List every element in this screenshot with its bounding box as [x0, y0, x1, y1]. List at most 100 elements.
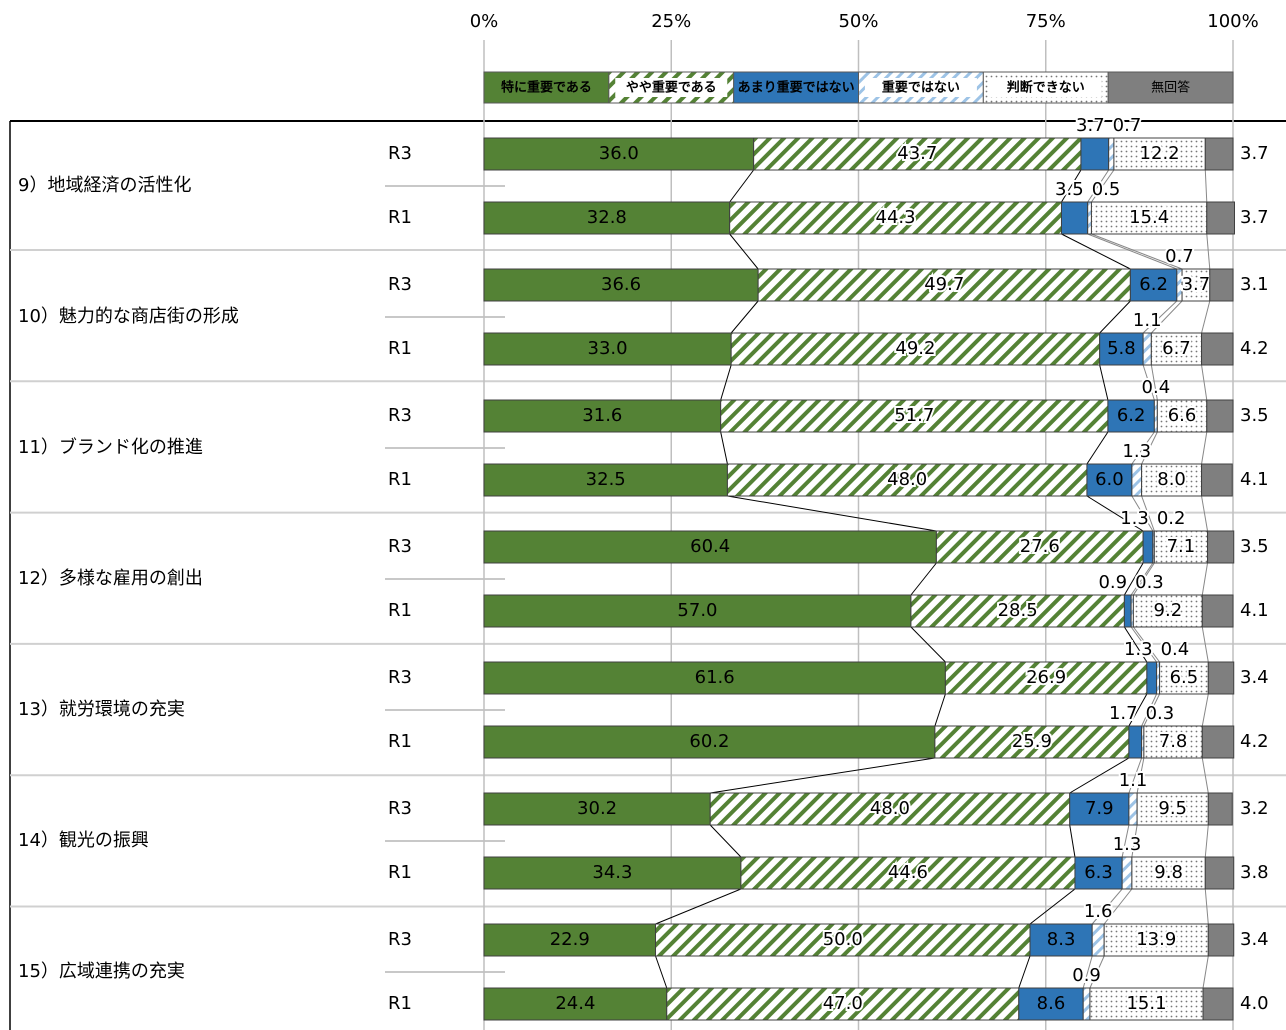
value-label: 5.8 [1107, 338, 1136, 359]
category-label: R1 [388, 862, 412, 883]
bar-segment [1204, 137, 1234, 171]
value-label: 1.3 [1122, 441, 1151, 462]
value-label: 34.3 [592, 862, 632, 883]
connector [1136, 757, 1145, 794]
value-label: 50.0 [823, 929, 863, 950]
bar-segment [483, 399, 722, 433]
connector [1123, 626, 1148, 663]
bar-segment [1201, 725, 1235, 759]
legend-label: やや重要である [626, 80, 717, 96]
bar-segment [1018, 987, 1084, 1021]
value-label: 1.1 [1133, 310, 1162, 331]
connector [1128, 693, 1148, 727]
connector [1141, 693, 1158, 727]
value-label: 32.8 [587, 207, 627, 228]
value-label: 49.7 [924, 274, 964, 295]
group-label: 9）地域経済の活性化 [18, 175, 191, 196]
value-label: 36.6 [601, 274, 641, 295]
bar-segment [483, 332, 732, 366]
value-label: 0.5 [1092, 179, 1121, 200]
group-label: 14）観光の振興 [18, 830, 149, 851]
connector [1086, 431, 1109, 465]
connector [1069, 824, 1076, 858]
value-label: 0.3 [1146, 703, 1175, 724]
value-label: 7.9 [1085, 798, 1114, 819]
connector [1099, 364, 1109, 401]
bar-segment [1146, 661, 1158, 695]
bar-segment [483, 792, 711, 826]
value-label: 3.7 [1240, 207, 1269, 228]
connector [1091, 233, 1183, 270]
value-label: 8.3 [1047, 929, 1076, 950]
value-label: 31.6 [582, 405, 622, 426]
value-label: 0.7 [1165, 246, 1194, 267]
value-label: 26.9 [1026, 667, 1066, 688]
connector [1142, 364, 1155, 401]
value-label: 25.9 [1012, 731, 1052, 752]
group-label: 13）就労環境の充実 [18, 699, 185, 720]
bar-segment [730, 332, 1101, 366]
bar-segment [1029, 923, 1093, 957]
bar-segment [1082, 987, 1091, 1021]
bar-segment [483, 661, 946, 695]
value-label: 28.5 [998, 600, 1038, 621]
connector [1123, 562, 1144, 596]
connector [1082, 955, 1093, 989]
legend-label: 無回答 [1151, 80, 1190, 96]
value-label: 3.4 [1240, 667, 1269, 688]
bar-segment [1123, 594, 1132, 628]
value-label: 33.0 [588, 338, 628, 359]
connector [1204, 169, 1208, 203]
legend-swatch [1107, 71, 1234, 104]
value-label: 44.6 [888, 862, 928, 883]
legend-swatch [733, 71, 860, 104]
bar-segment [1141, 463, 1203, 497]
value-label: 6.6 [1168, 405, 1197, 426]
connector [1201, 693, 1209, 727]
connector [1132, 562, 1155, 596]
value-label: 0.9 [1072, 965, 1101, 986]
bar-segment [1207, 792, 1233, 826]
bar-segment [483, 530, 937, 564]
connector [655, 888, 742, 925]
category-label: R1 [388, 731, 412, 752]
connector [1086, 495, 1144, 532]
bar-segment [1087, 201, 1092, 235]
connector [1089, 955, 1105, 989]
category-label: R1 [388, 207, 412, 228]
connector [1150, 300, 1183, 334]
bar-segment [1206, 399, 1234, 433]
bar-segment [1108, 137, 1115, 171]
bar-segment [1090, 201, 1208, 235]
connector [720, 431, 728, 465]
bar-segment [1181, 268, 1211, 302]
value-label: 6.2 [1117, 405, 1146, 426]
x-tick-label: 50% [838, 11, 878, 32]
value-label: 6.3 [1084, 862, 1113, 883]
connector [1029, 888, 1076, 925]
bar-segment [1128, 792, 1138, 826]
category-label: R1 [388, 338, 412, 359]
value-label: 13.9 [1136, 929, 1176, 950]
value-label: 4.2 [1240, 731, 1269, 752]
value-label: 6.2 [1139, 274, 1168, 295]
legend-text-bg [615, 78, 728, 97]
value-label: 0.9 [1098, 572, 1127, 593]
value-label: 3.7 [1076, 115, 1105, 136]
connector [720, 364, 732, 401]
bar-segment [483, 987, 668, 1021]
connector [1087, 169, 1110, 203]
connector [1099, 300, 1131, 334]
connector [1121, 824, 1130, 858]
bar-segment [934, 725, 1130, 759]
connector [1132, 626, 1160, 663]
connector [1087, 233, 1178, 270]
bar-segment [483, 268, 759, 302]
connector [1202, 955, 1209, 989]
category-label: R3 [388, 143, 412, 164]
connector [1201, 364, 1208, 401]
connector [1204, 824, 1209, 858]
bar-segment [1107, 399, 1155, 433]
bar-segment [1142, 332, 1152, 366]
